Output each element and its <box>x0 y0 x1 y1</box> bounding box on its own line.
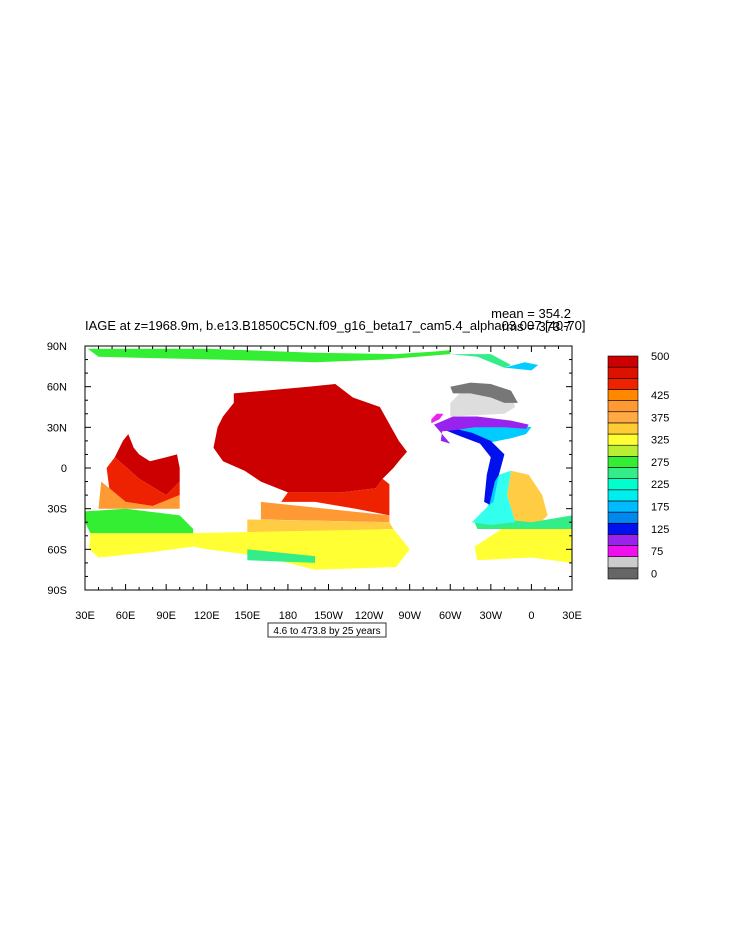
lon-tick-label: 60W <box>439 610 462 622</box>
lon-tick-label: 90W <box>398 610 421 622</box>
ocean-region-7 <box>193 529 410 570</box>
ocean-field-regions <box>85 348 572 570</box>
colorbar-label: 325 <box>651 435 669 447</box>
colorbar-swatch <box>607 355 639 368</box>
colorbar-label: 0 <box>651 568 657 580</box>
lon-tick-label: 150W <box>314 610 343 622</box>
ocean-region-22 <box>87 348 451 363</box>
colorbar-swatch <box>607 422 639 435</box>
ocean-region-4 <box>98 481 180 509</box>
colorbar-label: 175 <box>651 502 669 514</box>
colorbar-label: 125 <box>651 524 669 536</box>
colorbar-swatch <box>607 567 639 580</box>
colorbar-label: 500 <box>651 351 669 363</box>
ocean-region-1 <box>114 434 180 496</box>
lat-tick-label: 30S <box>47 504 67 516</box>
lat-tick-label: 30N <box>47 422 67 434</box>
ocean-region-24 <box>504 362 539 371</box>
lon-tick-label: 30W <box>480 610 503 622</box>
lon-tick-label: 120W <box>355 610 384 622</box>
colorbar-swatch <box>607 478 639 491</box>
lat-tick-label: 0 <box>61 463 67 475</box>
lat-tick-label: 90S <box>47 585 67 597</box>
lat-tick-label: 60S <box>47 544 67 556</box>
colorbar-swatch <box>607 556 639 569</box>
contour-info-box: 4.6 to 473.8 by 25 years <box>267 622 387 638</box>
ocean-region-17 <box>444 427 505 505</box>
lon-tick-label: 60E <box>116 610 136 622</box>
colorbar-swatch <box>607 444 639 457</box>
lat-tick-label: 90N <box>47 341 67 353</box>
ocean-region-21 <box>450 382 518 403</box>
contour-info-text: 4.6 to 473.8 by 25 years <box>273 626 380 637</box>
colorbar-label: 225 <box>651 479 669 491</box>
lon-tick-label: 0 <box>528 610 534 622</box>
ocean-region-5 <box>260 501 390 523</box>
ocean-region-19 <box>431 413 444 424</box>
ocean-region-0 <box>213 384 407 493</box>
ocean-region-6 <box>247 519 394 534</box>
lon-tick-label: 30E <box>75 610 95 622</box>
map-stats-mean: mean = 354.2 <box>491 306 571 321</box>
colorbar-swatch <box>607 377 639 390</box>
colorbar-label: 375 <box>651 412 669 424</box>
contour-info-frame <box>267 622 387 638</box>
ocean-region-3 <box>106 457 180 506</box>
ocean-region-10 <box>247 549 315 563</box>
colorbar-swatch <box>607 411 639 424</box>
colorbar-swatch <box>607 534 639 546</box>
colorbar: 0 75 125 175 225 275 325 375 425 500 <box>607 351 669 580</box>
ocean-region-12 <box>507 470 548 525</box>
ocean-region-2 <box>281 478 390 516</box>
ocean-region-13 <box>474 515 572 529</box>
ocean-region-8 <box>89 533 194 558</box>
map-stats-rms: rms = 373.7 <box>502 319 571 334</box>
colorbar-swatch <box>607 366 639 379</box>
ocean-region-9 <box>85 508 194 534</box>
colorbar-swatch <box>607 467 639 479</box>
map-title: IAGE at z=1968.9m, b.e13.B1850C5CN.f09_g… <box>85 318 586 333</box>
map-axis-ticks: 30E 60E 90E 120E 150E 180 150W 120W 90W 60W 30W 0 30… <box>47 341 582 622</box>
ocean-region-18 <box>434 416 529 444</box>
lon-tick-label: 90E <box>156 610 176 622</box>
map-plot-area: 30E 60E 90E 120E 150E 180 150W 120W 90W 60W 30W 0 30… <box>47 341 582 622</box>
colorbar-swatch <box>607 433 639 446</box>
colorbar-swatch <box>607 456 639 468</box>
lon-tick-label: 30E <box>562 610 582 622</box>
colorbar-label: 425 <box>651 390 669 402</box>
colorbar-swatch <box>607 400 639 413</box>
lat-tick-label: 60N <box>47 382 67 394</box>
colorbar-swatch <box>607 500 639 513</box>
lon-tick-label: 150E <box>234 610 260 622</box>
colorbar-swatch <box>607 489 639 502</box>
colorbar-label: 275 <box>651 457 669 469</box>
colorbar-swatch <box>607 389 639 401</box>
colorbar-swatch <box>607 511 639 524</box>
lon-tick-label: 120E <box>194 610 220 622</box>
colorbar-label: 75 <box>651 546 663 558</box>
colorbar-swatch <box>607 545 639 557</box>
ocean-region-11 <box>474 522 572 563</box>
colorbar-swatch <box>607 522 639 535</box>
lon-tick-label: 180 <box>279 610 297 622</box>
ocean-region-23 <box>450 354 512 368</box>
